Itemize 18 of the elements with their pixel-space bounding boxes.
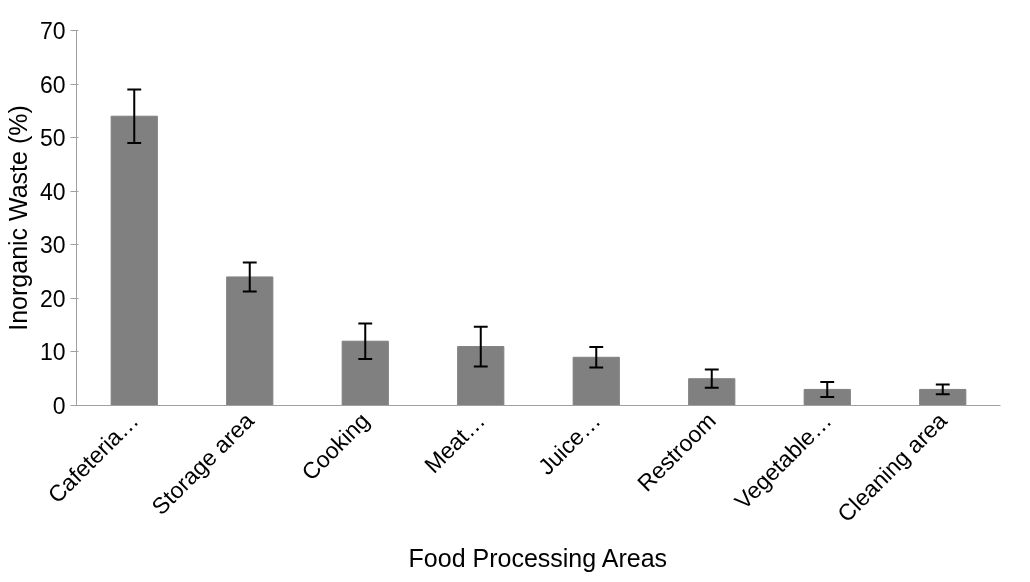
y-tick-label: 60: [39, 71, 66, 98]
bar: [110, 115, 158, 406]
y-axis-title: Inorganic Waste (%): [3, 105, 32, 331]
y-tick-label: 50: [39, 125, 66, 152]
y-tick-label: 10: [39, 339, 66, 366]
bar: [457, 346, 505, 406]
y-tick-label: 40: [39, 178, 66, 205]
bar: [572, 356, 620, 406]
y-tick-label: 30: [39, 232, 66, 259]
bar: [226, 276, 274, 406]
x-axis-title: Food Processing Areas: [408, 544, 668, 573]
y-tick-label: 0: [52, 393, 66, 419]
y-tick-label: 70: [39, 18, 66, 44]
bar: [803, 388, 851, 406]
bar: [341, 340, 389, 406]
bar: [688, 378, 736, 406]
bar: [919, 388, 967, 406]
y-tick-label: 20: [39, 285, 66, 312]
